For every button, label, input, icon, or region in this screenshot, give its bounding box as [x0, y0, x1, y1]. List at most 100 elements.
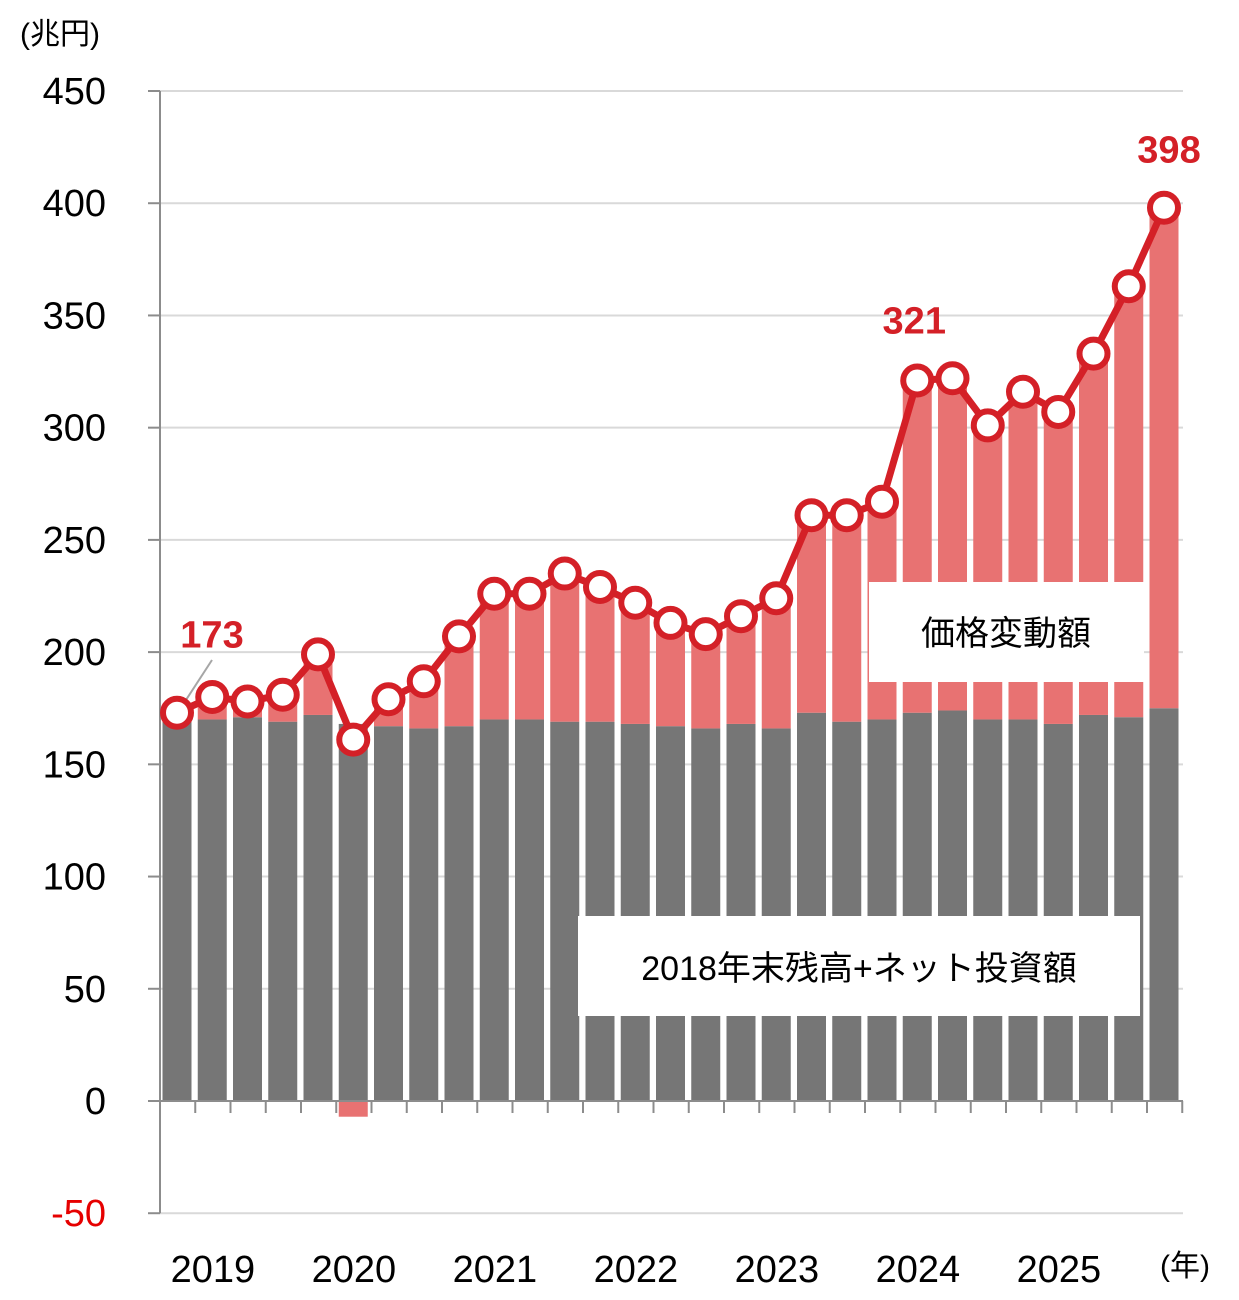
price-change-label: 価格変動額: [921, 615, 1091, 653]
price-change-label-box: [869, 582, 1144, 682]
total-point: [1111, 269, 1146, 304]
total-point: [336, 722, 371, 757]
bar-base: [656, 726, 685, 1101]
x-tick-label: 2023: [735, 1249, 820, 1291]
total-point: [512, 576, 547, 611]
y-tick-label: -50: [51, 1193, 106, 1235]
bar-base: [902, 712, 932, 1101]
y-tick-label: 450: [43, 71, 106, 113]
y-tick-label: 150: [43, 744, 106, 786]
bar-base: [1149, 708, 1179, 1101]
total-point: [477, 576, 512, 611]
total-point: [406, 664, 441, 699]
total-point: [970, 408, 1005, 443]
y-tick-label: 100: [43, 857, 106, 899]
total-point: [1076, 336, 1111, 371]
bar-price-change: [656, 622, 685, 727]
y-tick-label: 300: [43, 408, 106, 450]
total-point: [865, 484, 899, 519]
bar-price-change: [620, 602, 650, 724]
bar-price-change: [338, 1101, 368, 1117]
bar-base: [973, 719, 1003, 1101]
bar-base: [338, 723, 368, 1101]
y-tick-label: 350: [43, 295, 106, 337]
bar-price-change: [1149, 207, 1179, 709]
x-tick-label: 2024: [876, 1249, 961, 1291]
bar-base: [938, 710, 967, 1101]
y-tick-label: 200: [43, 632, 106, 674]
bar-base: [1043, 723, 1073, 1101]
total-point: [160, 695, 194, 730]
total-point: [759, 581, 794, 616]
bar-base: [832, 721, 862, 1101]
total-point: [1006, 374, 1040, 409]
bar-base: [444, 726, 474, 1101]
total-point: [1041, 394, 1076, 429]
total-point: [653, 605, 688, 640]
total-point: [935, 361, 970, 396]
total-point: [442, 619, 476, 654]
total-point: [301, 637, 335, 672]
bar-price-change: [832, 515, 862, 722]
y-tick-label: 400: [43, 183, 106, 225]
bar-base: [867, 719, 897, 1101]
x-tick-label: 2019: [171, 1249, 256, 1291]
bar-base: [726, 723, 756, 1101]
data-labels: 173 321 398: [180, 130, 1200, 657]
total-point: [547, 556, 582, 591]
bar-base: [1114, 717, 1144, 1101]
x-tick-label: 2020: [312, 1249, 397, 1291]
bar-base: [233, 717, 262, 1101]
x-tick-label: 2022: [594, 1249, 679, 1291]
bar-base: [197, 719, 227, 1101]
total-point: [688, 617, 723, 652]
bar-base: [550, 721, 580, 1101]
y-tick-label: 50: [64, 969, 106, 1011]
axes: [159, 91, 1184, 1214]
bar-base: [479, 719, 509, 1101]
bar-base: [691, 728, 721, 1101]
total-point: [794, 498, 829, 533]
bar-base: [268, 721, 298, 1101]
data-label: 321: [883, 301, 946, 343]
bar-price-change: [797, 515, 826, 713]
bar-base: [1008, 719, 1038, 1101]
data-label: 173: [180, 615, 243, 657]
bar-price-change: [550, 573, 580, 722]
total-point: [1147, 190, 1181, 225]
total-point: [618, 585, 653, 620]
total-point: [265, 677, 300, 712]
total-point: [195, 680, 230, 714]
x-axis-year-labels: 2019 2020 2021 2022 2023 2024 2025: [171, 1249, 1102, 1291]
y-axis-unit: (兆円): [20, 18, 100, 51]
total-markers: [160, 190, 1181, 757]
bar-base: [1079, 714, 1108, 1101]
bar-base: [797, 712, 826, 1101]
bar-base: [761, 728, 791, 1101]
bar-base: [515, 719, 544, 1101]
series-labels: 価格変動額 2018年末残高+ネット投資額: [578, 582, 1144, 1016]
base-balance-label-box: [578, 916, 1140, 1016]
x-tick-label: 2021: [453, 1249, 538, 1291]
total-point: [583, 570, 617, 605]
bar-base: [162, 719, 192, 1101]
total-point: [900, 363, 935, 398]
y-axis-tick-labels: 450 400 350 300 250 200 150 100 50 0 -50: [43, 71, 106, 1235]
bar-base: [620, 723, 650, 1101]
y-tick-label: 0: [85, 1081, 106, 1123]
y-tick-label: 250: [43, 520, 106, 562]
total-point: [230, 684, 265, 719]
total-point: [371, 682, 406, 717]
bar-base: [585, 721, 615, 1101]
bar-price-change: [761, 598, 791, 729]
bar-price-change: [585, 587, 615, 722]
bar-price-change: [515, 593, 544, 720]
x-tick-label: 2025: [1017, 1249, 1102, 1291]
total-point: [724, 599, 758, 634]
bar-base: [374, 726, 403, 1101]
x-axis-unit: (年): [1160, 1250, 1210, 1283]
bar-price-change: [479, 593, 509, 720]
bar-price-change: [726, 616, 756, 724]
bar-base: [303, 714, 333, 1101]
